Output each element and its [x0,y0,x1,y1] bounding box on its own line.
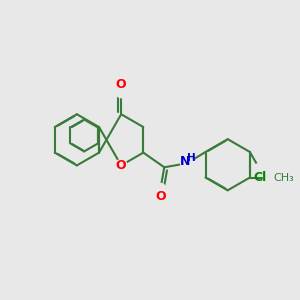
Circle shape [116,87,126,98]
Circle shape [263,169,280,186]
Text: O: O [116,78,127,91]
Text: Cl: Cl [254,171,267,184]
Circle shape [254,163,266,176]
Text: CH₃: CH₃ [273,172,294,182]
Text: O: O [155,190,166,203]
Circle shape [181,157,193,170]
Circle shape [155,184,166,194]
Circle shape [116,160,127,171]
Text: H: H [187,153,196,163]
Text: N: N [180,155,191,168]
Text: O: O [116,159,127,172]
